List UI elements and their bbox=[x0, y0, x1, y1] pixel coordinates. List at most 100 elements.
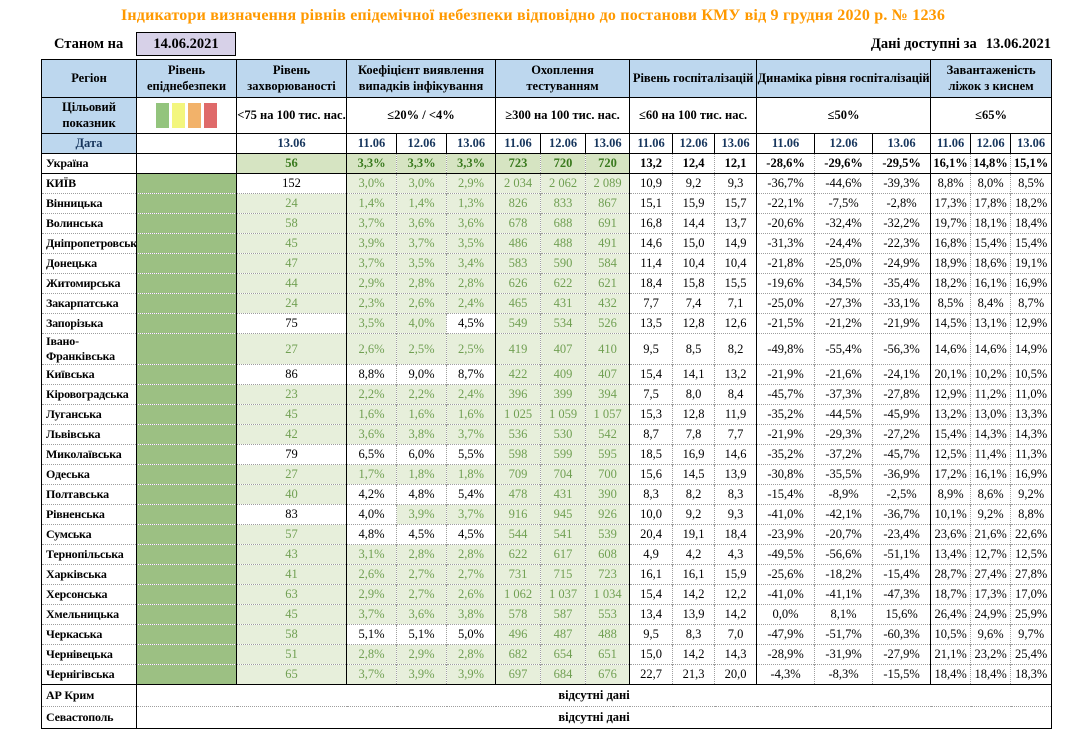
hospitalization-cell: 8,3 bbox=[629, 484, 673, 505]
hospitalization-cell: 14,3 bbox=[714, 644, 757, 665]
detection-rate-cell: 3,9% bbox=[396, 664, 447, 685]
detection-rate-cell: 3,4% bbox=[445, 253, 496, 274]
region-name: Одеська bbox=[41, 464, 137, 485]
incidence-cell: 79 bbox=[236, 444, 347, 465]
hospitalization-dynamics-cell: -45,9% bbox=[872, 404, 931, 425]
incidence-cell: 44 bbox=[236, 273, 347, 294]
oxygen-beds-cell: 18,2% bbox=[930, 273, 971, 294]
oxygen-beds-cell: 23,2% bbox=[970, 644, 1011, 665]
detection-rate-cell: 2,8% bbox=[445, 544, 496, 565]
region-name: Херсонська bbox=[41, 584, 137, 605]
table-row: Сумська 57 4,8% 4,5% 4,5% 544 541 539 20,4 19,1 18… bbox=[41, 524, 1052, 545]
hospitalization-cell: 12,6 bbox=[714, 313, 757, 334]
oxygen-beds-cell: 11,2% bbox=[970, 384, 1011, 405]
oxygen-beds-cell: 11,4% bbox=[970, 444, 1011, 465]
testing-coverage-cell: 678 bbox=[495, 213, 541, 234]
oxygen-beds-cell: 9,7% bbox=[1010, 624, 1052, 645]
oxygen-beds-cell: 16,9% bbox=[1010, 273, 1052, 294]
hospitalization-dynamics-cell: -2,5% bbox=[872, 484, 931, 505]
hospitalization-cell: 18,5 bbox=[629, 444, 673, 465]
hospitalization-cell: 15,1 bbox=[629, 193, 673, 214]
detection-rate-cell: 4,8% bbox=[396, 484, 447, 505]
hospitalization-dynamics-cell: -44,5% bbox=[814, 404, 873, 425]
hospitalization-dynamics-cell: -35,2% bbox=[756, 444, 815, 465]
oxygen-beds-cell: 15,4% bbox=[970, 233, 1011, 254]
col-header-danger-level: Рівень епіднебезпеки bbox=[136, 59, 237, 98]
hospitalization-cell: 15,3 bbox=[629, 404, 673, 425]
region-name: Миколаївська bbox=[41, 444, 137, 465]
testing-coverage-cell: 651 bbox=[585, 644, 630, 665]
hospitalization-cell: 15,0 bbox=[672, 233, 715, 254]
hospitalization-cell: 14,2 bbox=[672, 584, 715, 605]
incidence-cell: 63 bbox=[236, 584, 347, 605]
detection-rate-cell: 2,3% bbox=[346, 293, 397, 314]
detection-rate-cell: 2,8% bbox=[445, 273, 496, 294]
hospitalization-dynamics-cell: -28,6% bbox=[756, 153, 815, 174]
detection-rate-cell: 4,5% bbox=[445, 313, 496, 334]
hospitalization-cell: 12,8 bbox=[672, 404, 715, 425]
testing-coverage-cell: 700 bbox=[585, 464, 630, 485]
detection-rate-cell: 3,5% bbox=[445, 233, 496, 254]
date-cell: 11.06 bbox=[756, 133, 816, 154]
testing-coverage-cell: 1 037 bbox=[540, 584, 586, 605]
hospitalization-cell: 13,9 bbox=[672, 604, 715, 625]
detection-rate-cell: 3,6% bbox=[396, 604, 447, 625]
testing-coverage-cell: 622 bbox=[495, 544, 541, 565]
hospitalization-dynamics-cell: -27,3% bbox=[814, 293, 873, 314]
incidence-cell: 65 bbox=[236, 664, 347, 685]
testing-coverage-cell: 542 bbox=[585, 424, 630, 445]
hospitalization-cell: 14,6 bbox=[714, 444, 757, 465]
incidence-cell: 45 bbox=[236, 604, 347, 625]
oxygen-beds-cell: 16,1% bbox=[970, 464, 1011, 485]
testing-coverage-cell: 549 bbox=[495, 313, 541, 334]
region-name: Івано-Франківська bbox=[41, 333, 137, 365]
detection-rate-cell: 3,3% bbox=[346, 153, 397, 174]
hospitalization-dynamics-cell: -36,9% bbox=[872, 464, 931, 485]
testing-coverage-cell: 488 bbox=[540, 233, 586, 254]
hospitalization-dynamics-cell: -21,8% bbox=[756, 253, 815, 274]
detection-rate-cell: 5,5% bbox=[445, 444, 496, 465]
incidence-cell: 56 bbox=[236, 153, 347, 174]
danger-level-cell bbox=[136, 444, 237, 465]
detection-rate-cell: 4,0% bbox=[346, 504, 397, 525]
detection-rate-cell: 3,1% bbox=[346, 544, 397, 565]
detection-rate-cell: 2,6% bbox=[396, 293, 447, 314]
hospitalization-cell: 14,4 bbox=[672, 213, 715, 234]
oxygen-beds-cell: 18,4% bbox=[1010, 213, 1052, 234]
incidence-cell: 43 bbox=[236, 544, 347, 565]
oxygen-beds-cell: 12,9% bbox=[1010, 313, 1052, 334]
oxygen-beds-cell: 14,3% bbox=[970, 424, 1011, 445]
hospitalization-dynamics-cell: -49,8% bbox=[756, 333, 815, 365]
hospitalization-dynamics-cell: -20,6% bbox=[756, 213, 815, 234]
region-name: Хмельницька bbox=[41, 604, 137, 625]
danger-legend-swatches bbox=[138, 103, 236, 128]
hospitalization-cell: 9,5 bbox=[629, 333, 673, 365]
danger-level-cell bbox=[136, 213, 237, 234]
detection-rate-cell: 1,4% bbox=[346, 193, 397, 214]
hospitalization-cell: 13,2 bbox=[629, 153, 673, 174]
hospitalization-dynamics-cell: -56,3% bbox=[872, 333, 931, 365]
hospitalization-cell: 13,5 bbox=[629, 313, 673, 334]
header-row-dates: Дата 13.06 11.06 12.06 13.06 11.06 12.06… bbox=[41, 133, 1053, 154]
danger-level-cell bbox=[136, 584, 237, 605]
testing-coverage-cell: 1 034 bbox=[585, 584, 630, 605]
hospitalization-cell: 11,9 bbox=[714, 404, 757, 425]
detection-rate-cell: 4,2% bbox=[346, 484, 397, 505]
detection-rate-cell: 8,7% bbox=[445, 364, 496, 385]
danger-level-cell bbox=[136, 153, 237, 174]
hospitalization-dynamics-cell: -34,5% bbox=[814, 273, 873, 294]
region-name: Дніпропетровська bbox=[41, 233, 137, 254]
hospitalization-cell: 16,8 bbox=[629, 213, 673, 234]
hospitalization-cell: 15,9 bbox=[672, 193, 715, 214]
as-of-date-box: 14.06.2021 bbox=[136, 32, 236, 56]
oxygen-beds-cell: 27,8% bbox=[1010, 564, 1052, 585]
hospitalization-dynamics-cell: -41,0% bbox=[756, 504, 815, 525]
testing-coverage-cell: 598 bbox=[495, 444, 541, 465]
hospitalization-dynamics-cell: -31,9% bbox=[814, 644, 873, 665]
table-row: Україна 56 3,3% 3,3% 3,3% 723 720 720 13,2 12,4 12… bbox=[41, 153, 1052, 174]
table-row: Хмельницька 45 3,7% 3,6% 3,8% 578 587 553 13,4 13… bbox=[41, 604, 1052, 625]
hospitalization-cell: 10,4 bbox=[714, 253, 757, 274]
danger-level-cell bbox=[136, 233, 237, 254]
incidence-cell: 40 bbox=[236, 484, 347, 505]
target-hospitalization: ≤60 на 100 тис. нас. bbox=[629, 97, 758, 134]
